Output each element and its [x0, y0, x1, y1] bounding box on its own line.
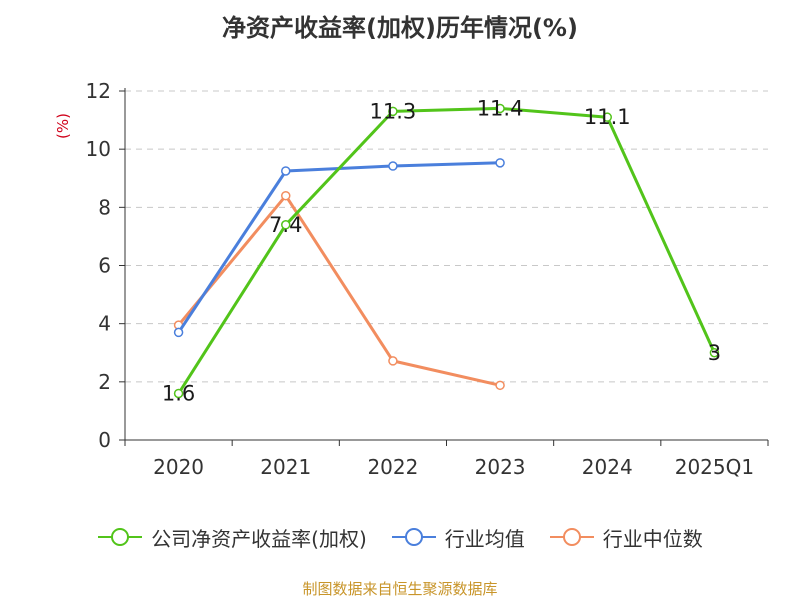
legend-marker-green — [98, 528, 143, 546]
y-tick-label: 4 — [98, 312, 111, 336]
data-point — [495, 380, 505, 391]
series-line — [177, 194, 501, 387]
data-label: 3 — [708, 341, 721, 365]
x-tick-label: 2024 — [582, 455, 633, 479]
legend-label: 行业均值 — [444, 526, 525, 551]
series-line — [177, 161, 501, 334]
y-tick-label: 0 — [98, 428, 111, 452]
y-tick-label: 12 — [86, 79, 111, 103]
data-source-note: 制图数据来自恒生聚源数据库 — [302, 580, 498, 598]
x-tick-label: 2025Q1 — [675, 455, 754, 479]
legend-marker-orange — [549, 528, 594, 546]
x-tick-label: 2021 — [260, 455, 311, 479]
data-label: 11.1 — [584, 105, 631, 129]
y-axis-label: (%) — [54, 113, 72, 139]
data-labels: 1.6 7.4 11.3 11.4 11.1 3 — [162, 96, 721, 405]
data-point — [388, 106, 398, 117]
data-point — [602, 112, 612, 122]
data-point — [495, 158, 505, 168]
x-tick-label: 2020 — [153, 455, 204, 479]
data-label: 1.6 — [162, 381, 195, 405]
data-point — [495, 103, 505, 114]
data-label: 11.3 — [370, 99, 417, 123]
data-point — [281, 220, 291, 230]
data-point — [173, 327, 184, 338]
series-line — [177, 106, 716, 395]
legend-marker-blue — [391, 528, 436, 546]
chart-title: 净资产收益率(加权)历年情况(%) — [222, 14, 578, 42]
x-tick-label: 2022 — [367, 455, 418, 479]
legend-item-industry-mean[interactable]: 行业均值 — [391, 523, 525, 552]
data-point — [281, 166, 291, 176]
data-label: 7.4 — [269, 213, 302, 237]
legend-item-industry-median[interactable]: 行业中位数 — [549, 523, 703, 552]
legend-label: 行业中位数 — [602, 526, 703, 551]
y-tick-label: 2 — [98, 370, 111, 394]
y-tick-label: 8 — [98, 195, 111, 219]
y-tick-label: 6 — [98, 254, 111, 278]
legend: 公司净资产收益率(加权) 行业均值 行业中位数 — [0, 520, 800, 554]
grid-lines — [125, 90, 768, 383]
y-tick-label: 10 — [86, 137, 111, 161]
legend-label: 公司净资产收益率(加权) — [151, 526, 367, 551]
data-point — [388, 356, 398, 366]
x-tick-label: 2023 — [475, 455, 526, 479]
data-point — [709, 348, 720, 358]
legend-item-company-roe[interactable]: 公司净资产收益率(加权) — [97, 523, 367, 552]
data-label: 11.4 — [477, 96, 524, 120]
data-point — [281, 190, 291, 201]
series-lines — [173, 103, 720, 399]
data-point — [173, 388, 184, 399]
data-point — [388, 161, 398, 171]
axes: 0 2 4 6 8 10 12 2020 2021 2022 2023 2024 2025Q1 — [86, 79, 769, 479]
